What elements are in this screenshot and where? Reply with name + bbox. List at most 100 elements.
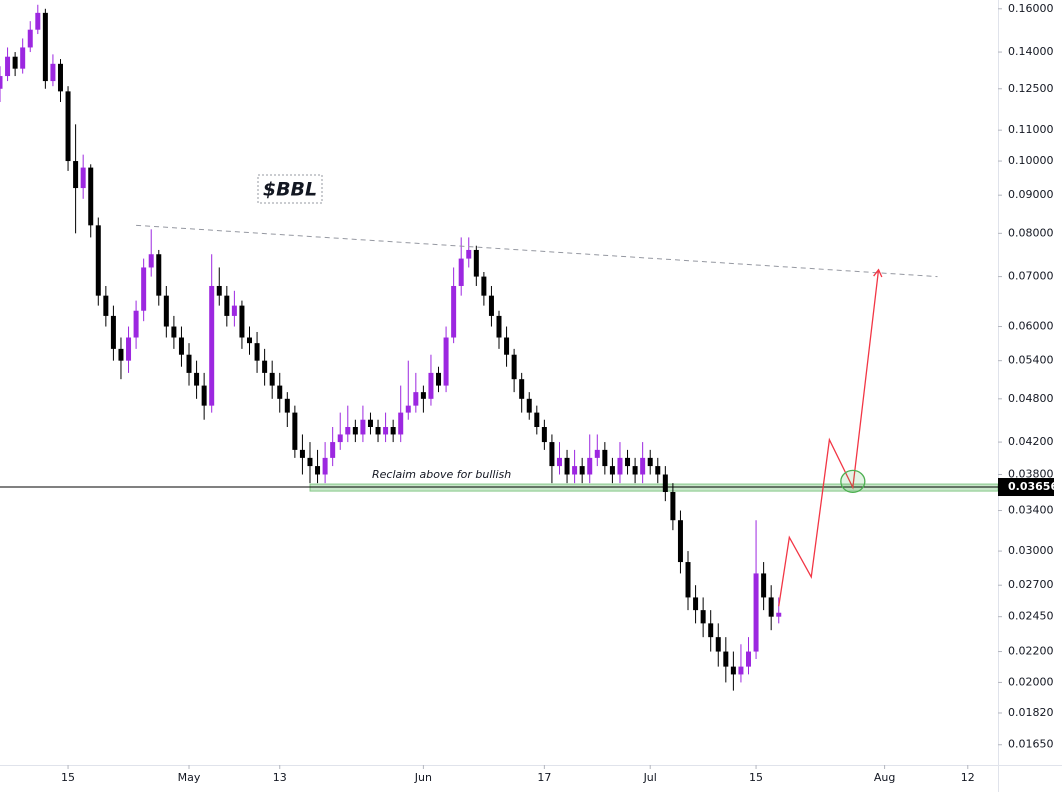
candle-body — [133, 310, 139, 338]
candle-body — [504, 337, 510, 355]
candle-body — [579, 466, 585, 475]
candle-body — [715, 637, 721, 652]
candle-body — [216, 285, 222, 296]
candle-body — [738, 666, 744, 675]
candle-body — [27, 29, 33, 48]
candle-body — [413, 392, 419, 406]
y-tick-label: 0.04200 — [1008, 435, 1054, 448]
candle-body — [685, 562, 691, 598]
candle-body — [231, 305, 237, 316]
candle-body — [488, 295, 494, 316]
candle-body — [768, 597, 774, 617]
candle-body — [80, 167, 86, 189]
candle-body — [405, 405, 411, 413]
candle-body — [186, 354, 192, 373]
candle-body — [315, 466, 321, 475]
candle-body — [277, 385, 283, 399]
candles-layer — [0, 4, 782, 691]
candle-body — [322, 457, 328, 475]
candle-body — [708, 623, 714, 638]
candle-body — [776, 612, 782, 617]
y-tick-label: 0.02700 — [1008, 578, 1054, 591]
candle-body — [625, 457, 631, 467]
candle-body — [307, 457, 313, 467]
candle-body — [761, 573, 767, 598]
candle-body — [519, 379, 525, 399]
candle-body — [95, 225, 101, 296]
y-tick-label: 0.16000 — [1008, 2, 1054, 15]
y-tick-label: 0.04800 — [1008, 392, 1054, 405]
y-tick-label: 0.09000 — [1008, 188, 1054, 201]
price-label: 0.03656 — [1008, 480, 1058, 493]
x-tick-label: Jun — [414, 771, 432, 784]
candle-body — [587, 457, 593, 475]
candle-body — [458, 258, 464, 286]
projection-path — [778, 269, 880, 607]
candle-body — [254, 343, 260, 361]
x-tick-label: 13 — [273, 771, 287, 784]
candle-body — [73, 161, 79, 189]
candle-body — [345, 427, 351, 435]
x-tick-label: 17 — [537, 771, 551, 784]
candle-body — [156, 254, 162, 296]
title-box — [257, 174, 323, 204]
candle-body — [110, 315, 116, 349]
candle-body — [466, 249, 472, 259]
y-tick-label: 0.10000 — [1008, 154, 1054, 167]
candle-body — [0, 76, 3, 89]
candle-body — [723, 651, 729, 667]
candle-body — [420, 392, 426, 399]
candle-body — [201, 385, 207, 406]
overlay-layer — [136, 224, 938, 607]
candle-body — [556, 457, 562, 467]
candle-body — [549, 442, 555, 467]
candle-body — [473, 249, 479, 277]
candle-body — [511, 354, 517, 380]
candle-body — [247, 337, 252, 344]
candle-body — [57, 63, 63, 92]
candle-body — [428, 372, 434, 399]
candle-body — [163, 295, 169, 327]
x-tick-label: Jul — [643, 771, 657, 784]
candle-body — [65, 91, 71, 162]
candle-body — [594, 449, 600, 458]
candle-body — [496, 315, 502, 338]
y-tick-label: 0.07000 — [1008, 270, 1054, 283]
trendline — [136, 224, 938, 278]
y-tick-label: 0.08000 — [1008, 226, 1054, 239]
support-zone — [309, 483, 999, 492]
candle-body — [299, 449, 305, 458]
price-label-box — [998, 478, 1054, 497]
y-tick-label: 0.14000 — [1008, 45, 1054, 58]
candle-body — [383, 427, 389, 435]
y-tick-label: 0.06000 — [1008, 320, 1054, 333]
candle-body — [50, 63, 56, 82]
candle-body — [534, 412, 540, 428]
candle-body — [609, 466, 615, 475]
candle-body — [481, 276, 487, 296]
candle-body — [730, 666, 736, 675]
candle-body — [239, 305, 245, 338]
y-tick-label: 0.03800 — [1008, 467, 1054, 480]
candle-body — [330, 442, 336, 458]
candle-body — [178, 337, 184, 355]
candle-body — [209, 285, 215, 406]
candle-body — [564, 457, 570, 475]
annotation: Reclaim above for bullish — [372, 468, 511, 481]
candle-body — [375, 427, 381, 435]
candle-body — [367, 419, 373, 428]
y-tick-label: 0.02450 — [1008, 610, 1054, 623]
candle-body — [670, 492, 676, 521]
x-tick-label: 15 — [749, 771, 763, 784]
y-tick-label: 0.05400 — [1008, 354, 1054, 367]
candle-body — [148, 254, 154, 268]
candle-body — [224, 295, 230, 316]
candle-body — [269, 372, 275, 386]
candle-body — [284, 398, 290, 413]
y-tick-label: 0.01650 — [1008, 738, 1054, 751]
y-tick-label: 0.12500 — [1008, 82, 1054, 95]
candle-body — [35, 12, 41, 30]
candle-body — [5, 56, 11, 77]
